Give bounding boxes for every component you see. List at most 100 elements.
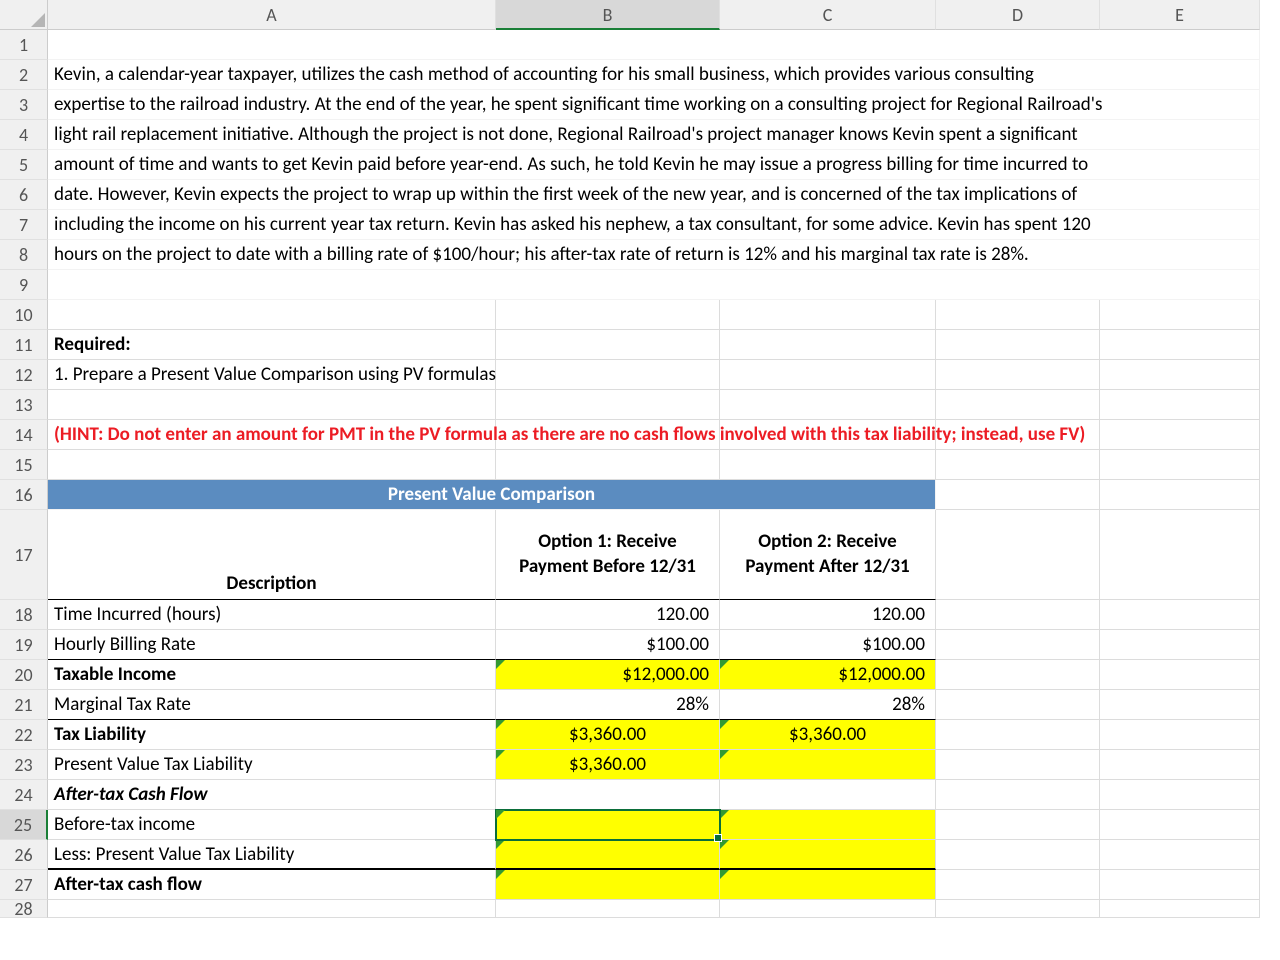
row-header-21[interactable]: 21 bbox=[0, 690, 48, 720]
cell-A12[interactable]: 1. Prepare a Present Value Comparison us… bbox=[48, 360, 496, 390]
cell-C18[interactable]: 120.00 bbox=[720, 600, 936, 630]
cell-B13[interactable] bbox=[496, 390, 720, 420]
cell-D13[interactable] bbox=[936, 390, 1100, 420]
cell-B24[interactable] bbox=[496, 780, 720, 810]
cell-B12[interactable] bbox=[496, 360, 720, 390]
cell-C10[interactable] bbox=[720, 300, 936, 330]
cell-C13[interactable] bbox=[720, 390, 936, 420]
cell-E14[interactable] bbox=[1100, 420, 1260, 450]
cell-C24[interactable] bbox=[720, 780, 936, 810]
row-header-17[interactable]: 17 bbox=[0, 510, 48, 600]
row-header-24[interactable]: 24 bbox=[0, 780, 48, 810]
table-header-opt2[interactable]: Option 2: Receive Payment After 12/31 bbox=[720, 510, 936, 600]
cell-C27[interactable] bbox=[720, 870, 936, 900]
table-header-opt1[interactable]: Option 1: Receive Payment Before 12/31 bbox=[496, 510, 720, 600]
cell-B26[interactable] bbox=[496, 840, 720, 870]
cell-C19[interactable]: $100.00 bbox=[720, 630, 936, 660]
row-header-22[interactable]: 22 bbox=[0, 720, 48, 750]
cell-D18[interactable] bbox=[936, 600, 1100, 630]
cell-E17[interactable] bbox=[1100, 510, 1260, 600]
cell-C28[interactable] bbox=[720, 900, 936, 918]
cell-D22[interactable] bbox=[936, 720, 1100, 750]
cell-D21[interactable] bbox=[936, 690, 1100, 720]
row-header-23[interactable]: 23 bbox=[0, 750, 48, 780]
row-header-3[interactable]: 3 bbox=[0, 90, 48, 120]
cell-C22[interactable]: $3,360.00 bbox=[720, 720, 936, 750]
cell-D26[interactable] bbox=[936, 840, 1100, 870]
cell-A19[interactable]: Hourly Billing Rate bbox=[48, 630, 496, 660]
col-header-B[interactable]: B bbox=[496, 0, 720, 30]
col-header-A[interactable]: A bbox=[48, 0, 496, 30]
cell-A14[interactable]: (HINT: Do not enter an amount for PMT in… bbox=[48, 420, 496, 450]
row-header-6[interactable]: 6 bbox=[0, 180, 48, 210]
row-header-19[interactable]: 19 bbox=[0, 630, 48, 660]
cell-D20[interactable] bbox=[936, 660, 1100, 690]
cell-B19[interactable]: $100.00 bbox=[496, 630, 720, 660]
row-header-27[interactable]: 27 bbox=[0, 870, 48, 900]
cell-E13[interactable] bbox=[1100, 390, 1260, 420]
row-header-20[interactable]: 20 bbox=[0, 660, 48, 690]
cell-D19[interactable] bbox=[936, 630, 1100, 660]
cell-A18[interactable]: Time Incurred (hours) bbox=[48, 600, 496, 630]
cell-C23[interactable] bbox=[720, 750, 936, 780]
cell-D27[interactable] bbox=[936, 870, 1100, 900]
row-header-5[interactable]: 5 bbox=[0, 150, 48, 180]
cell-E26[interactable] bbox=[1100, 840, 1260, 870]
row-header-9[interactable]: 9 bbox=[0, 270, 48, 300]
cell-A20[interactable]: Taxable Income bbox=[48, 660, 496, 690]
cell-A22[interactable]: Tax Liability bbox=[48, 720, 496, 750]
table-header-desc[interactable]: Description bbox=[48, 510, 496, 600]
row-header-2[interactable]: 2 bbox=[0, 60, 48, 90]
cell-A6[interactable]: date. However, Kevin expects the project… bbox=[48, 180, 1260, 210]
cell-A10[interactable] bbox=[48, 300, 496, 330]
cell-A1[interactable] bbox=[48, 30, 1260, 60]
cell-C15[interactable] bbox=[720, 450, 936, 480]
row-header-12[interactable]: 12 bbox=[0, 360, 48, 390]
row-header-7[interactable]: 7 bbox=[0, 210, 48, 240]
cell-A8[interactable]: hours on the project to date with a bill… bbox=[48, 240, 1260, 270]
cell-D12[interactable] bbox=[936, 360, 1100, 390]
cell-E20[interactable] bbox=[1100, 660, 1260, 690]
row-header-18[interactable]: 18 bbox=[0, 600, 48, 630]
cell-A26[interactable]: Less: Present Value Tax Liability bbox=[48, 840, 496, 870]
cell-A27[interactable]: After-tax cash flow bbox=[48, 870, 496, 900]
cell-C26[interactable] bbox=[720, 840, 936, 870]
cell-E18[interactable] bbox=[1100, 600, 1260, 630]
row-header-14[interactable]: 14 bbox=[0, 420, 48, 450]
row-header-26[interactable]: 26 bbox=[0, 840, 48, 870]
cell-D16[interactable] bbox=[936, 480, 1100, 510]
select-all-corner[interactable] bbox=[0, 0, 48, 30]
cell-C21[interactable]: 28% bbox=[720, 690, 936, 720]
cell-A28[interactable] bbox=[48, 900, 496, 918]
cell-A3[interactable]: expertise to the railroad industry. At t… bbox=[48, 90, 1260, 120]
cell-A7[interactable]: including the income on his current year… bbox=[48, 210, 1260, 240]
row-header-4[interactable]: 4 bbox=[0, 120, 48, 150]
cell-B11[interactable] bbox=[496, 330, 720, 360]
cell-A2[interactable]: Kevin, a calendar-year taxpayer, utilize… bbox=[48, 60, 1260, 90]
cell-E27[interactable] bbox=[1100, 870, 1260, 900]
row-header-15[interactable]: 15 bbox=[0, 450, 48, 480]
cell-A15[interactable] bbox=[48, 450, 496, 480]
cell-C11[interactable] bbox=[720, 330, 936, 360]
cell-E15[interactable] bbox=[1100, 450, 1260, 480]
cell-E23[interactable] bbox=[1100, 750, 1260, 780]
cell-E28[interactable] bbox=[1100, 900, 1260, 918]
cell-D28[interactable] bbox=[936, 900, 1100, 918]
cell-E11[interactable] bbox=[1100, 330, 1260, 360]
cell-A23[interactable]: Present Value Tax Liability bbox=[48, 750, 496, 780]
cell-E12[interactable] bbox=[1100, 360, 1260, 390]
cell-B28[interactable] bbox=[496, 900, 720, 918]
cell-A4[interactable]: light rail replacement initiative. Altho… bbox=[48, 120, 1260, 150]
cell-B22[interactable]: $3,360.00 bbox=[496, 720, 720, 750]
col-header-C[interactable]: C bbox=[720, 0, 936, 30]
cell-B25[interactable] bbox=[496, 810, 720, 840]
row-header-25[interactable]: 25 bbox=[0, 810, 48, 840]
cell-E25[interactable] bbox=[1100, 810, 1260, 840]
cell-D15[interactable] bbox=[936, 450, 1100, 480]
cell-D23[interactable] bbox=[936, 750, 1100, 780]
cell-B18[interactable]: 120.00 bbox=[496, 600, 720, 630]
row-header-11[interactable]: 11 bbox=[0, 330, 48, 360]
cell-A5[interactable]: amount of time and wants to get Kevin pa… bbox=[48, 150, 1260, 180]
cell-C20[interactable]: $12,000.00 bbox=[720, 660, 936, 690]
cell-E10[interactable] bbox=[1100, 300, 1260, 330]
